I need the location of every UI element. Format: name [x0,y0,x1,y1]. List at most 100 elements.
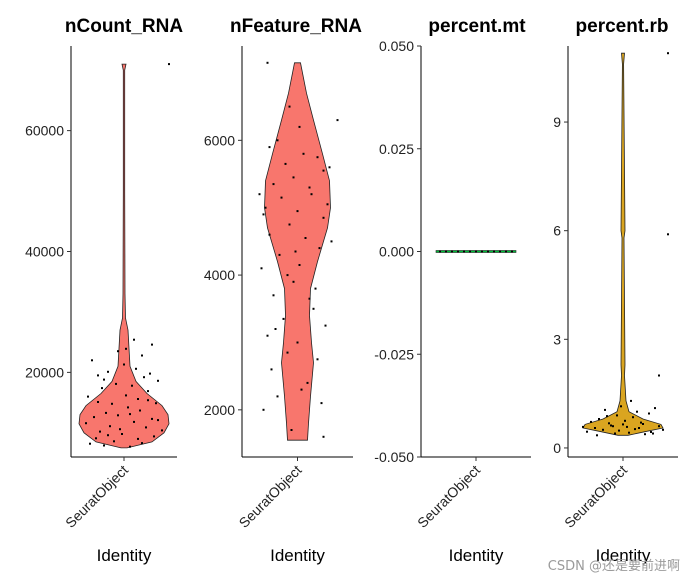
nfeature-rna-point [262,408,265,411]
ncount-rna-point [97,374,99,377]
nfeature-rna-point [314,287,317,290]
percent-mt-point [469,250,471,253]
nfeature-rna-point [288,105,291,108]
percent-mt-point [511,250,513,253]
nfeature-rna-point [318,247,321,250]
percent-rb-x-tick-label: SeuratObject [561,462,630,531]
ncount-rna-point [141,354,143,357]
nfeature-rna-point [258,193,261,196]
percent-rb-point [586,430,588,433]
nfeature-rna-point [298,264,301,266]
ncount-rna-point [143,376,145,379]
ncount-rna-point [135,367,137,370]
nfeature-rna-point [324,324,327,327]
percent-mt-point [487,250,489,253]
ncount-rna-point [139,409,141,412]
percent-rb-point [618,429,620,432]
percent-mt-point [463,250,465,253]
percent-rb-point [658,425,660,428]
ncount-rna-point [137,398,139,400]
percent-rb-point [644,433,646,436]
ncount-rna-point [151,417,153,420]
percent-rb-point [590,420,592,423]
ncount-rna-y-tick-label: 40000 [25,244,64,260]
percent-rb-point [622,423,624,426]
nfeature-rna-point [328,166,331,169]
percent-rb-point [594,427,596,429]
percent-rb-point [604,408,606,411]
percent-mt-point [445,250,447,253]
nfeature-rna-point [290,429,293,431]
ncount-rna-point [103,444,105,447]
nfeature-rna-point [302,152,305,155]
nfeature-rna-point [308,186,311,189]
nfeature-rna-point [330,240,333,243]
percent-rb-x-label: Identity [596,546,651,565]
percent-rb-point [648,412,650,415]
nfeature-rna-point [298,125,301,128]
ncount-rna-point [91,359,93,362]
percent-mt-point [451,250,453,253]
ncount-rna-point [127,406,129,409]
percent-rb-point [658,374,660,377]
ncount-rna-x-label: Identity [97,546,152,565]
nfeature-rna-point [278,253,281,256]
ncount-rna-point [105,411,107,414]
percent-mt-y-tick-label: 0.050 [379,38,414,54]
ncount-rna-y-tick-label: 20000 [25,364,64,380]
nfeature-rna-y-tick-label: 2000 [204,402,235,418]
percent-rb-point [620,405,622,408]
nfeature-rna-x-tick-label: SeuratObject [236,462,305,531]
percent-rb-point [614,432,616,435]
nfeature-rna-title: nFeature_RNA [230,16,362,37]
ncount-rna-point [161,429,163,432]
ncount-rna-point [109,425,111,428]
ncount-rna-x-tick-label: SeuratObject [62,462,131,531]
nfeature-rna-point [284,162,287,165]
ncount-rna-point [101,387,103,390]
nfeature-rna-point [322,435,325,438]
ncount-rna-point [153,435,155,438]
percent-mt-point [493,250,495,253]
percent-rb-point [662,428,664,431]
percent-rb-y-tick-label: 0 [553,440,561,456]
nfeature-rna-point [326,203,329,206]
percent-rb-point [598,418,600,420]
ncount-rna-point [117,350,119,353]
ncount-rna-title: nCount_RNA [65,16,183,37]
ncount-rna-point [155,402,157,405]
ncount-rna-point [125,347,127,350]
nfeature-rna-point [300,388,303,391]
nfeature-rna-y-tick-label: 6000 [204,132,235,148]
percent-rb-point [606,415,608,418]
ncount-rna-point [151,343,153,346]
percent-rb-point [596,434,598,437]
ncount-rna-point [133,338,135,341]
ncount-rna-point [147,399,149,402]
ncount-rna-point [129,413,131,416]
nfeature-rna-point [310,193,313,196]
percent-rb-point [667,233,669,236]
nfeature-rna-y-tick-label: 4000 [204,267,235,283]
percent-rb-point [654,407,656,410]
percent-mt-point [499,250,501,253]
nfeature-rna-point [306,381,309,384]
ncount-rna-point [137,437,139,440]
nfeature-rna-point [322,169,325,172]
percent-rb-point [640,421,642,424]
percent-rb-point [624,419,626,422]
nfeature-rna-point [316,358,319,361]
nfeature-rna-point [316,156,319,159]
ncount-rna-point [131,384,133,387]
nfeature-rna-point [304,237,307,239]
nfeature-rna-point [262,213,265,216]
ncount-rna-point [121,433,123,435]
ncount-rna-point [89,442,91,445]
nfeature-rna-point [260,267,263,270]
percent-rb-y-tick-label: 6 [553,223,561,239]
nfeature-rna-point [276,395,279,398]
nfeature-rna-point [288,223,291,226]
percent-mt-point [439,250,441,253]
ncount-rna-violin [78,63,170,449]
nfeature-rna-x-label: Identity [270,546,325,565]
